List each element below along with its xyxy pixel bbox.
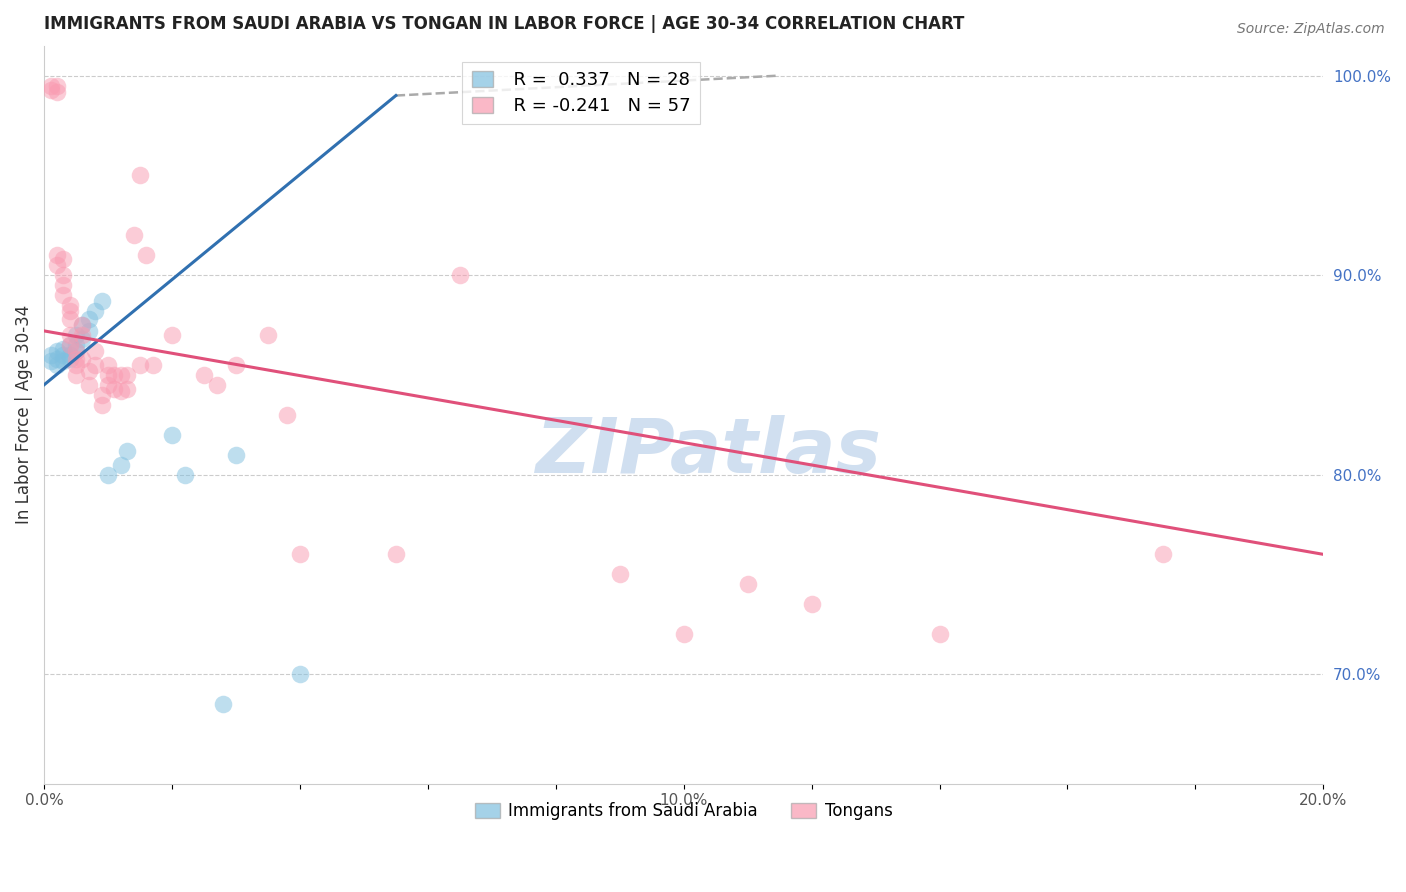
Point [257, 327, 280, 342]
Point [45, 248, 67, 262]
Point [103, 368, 125, 382]
Point [225, 358, 247, 372]
Point [110, 368, 132, 382]
Point [737, 577, 759, 591]
Point [39, 82, 62, 96]
Point [288, 547, 311, 561]
Point [84, 304, 107, 318]
Point [45, 258, 67, 272]
Point [84, 358, 107, 372]
Point [65, 368, 87, 382]
Point [928, 627, 950, 641]
Point [160, 327, 183, 342]
Text: IMMIGRANTS FROM SAUDI ARABIA VS TONGAN IN LABOR FORCE | AGE 30-34 CORRELATION CH: IMMIGRANTS FROM SAUDI ARABIA VS TONGAN I… [44, 15, 965, 33]
Point [97, 377, 120, 392]
Point [193, 368, 215, 382]
Point [72, 318, 94, 332]
Point [72, 327, 94, 342]
Point [90, 398, 112, 412]
Text: Source: ZipAtlas.com: Source: ZipAtlas.com [1237, 22, 1385, 37]
Point [212, 697, 235, 711]
Point [52, 288, 75, 302]
Point [52, 354, 75, 368]
Point [65, 351, 87, 366]
Point [449, 268, 471, 282]
Point [84, 343, 107, 358]
Point [39, 348, 62, 362]
Point [1152, 547, 1174, 561]
Point [45, 78, 67, 93]
Point [97, 467, 120, 482]
Point [142, 358, 165, 372]
Point [52, 342, 75, 356]
Y-axis label: In Labor Force | Age 30-34: In Labor Force | Age 30-34 [15, 305, 32, 524]
Point [72, 351, 94, 366]
Point [59, 348, 82, 362]
Point [39, 78, 62, 93]
Point [77, 324, 100, 338]
Point [609, 567, 631, 582]
Point [59, 312, 82, 326]
Point [117, 382, 139, 396]
Point [160, 427, 183, 442]
Point [52, 348, 75, 362]
Point [65, 343, 87, 358]
Point [65, 358, 87, 372]
Point [90, 293, 112, 308]
Point [129, 169, 152, 183]
Point [110, 384, 132, 398]
Point [59, 298, 82, 312]
Point [77, 364, 100, 378]
Point [39, 354, 62, 368]
Point [59, 338, 82, 352]
Point [72, 332, 94, 346]
Point [800, 597, 823, 611]
Point [72, 318, 94, 332]
Text: ZIPatlas: ZIPatlas [536, 415, 883, 489]
Point [225, 448, 247, 462]
Point [385, 547, 408, 561]
Point [90, 388, 112, 402]
Point [129, 358, 152, 372]
Point [173, 467, 195, 482]
Point [110, 458, 132, 472]
Point [65, 343, 87, 358]
Point [77, 312, 100, 326]
Point [122, 228, 145, 243]
Point [117, 368, 139, 382]
Point [59, 351, 82, 366]
Point [65, 338, 87, 352]
Point [103, 382, 125, 396]
Point [97, 358, 120, 372]
Point [65, 327, 87, 342]
Legend: Immigrants from Saudi Arabia, Tongans: Immigrants from Saudi Arabia, Tongans [468, 796, 898, 827]
Point [59, 338, 82, 352]
Point [52, 252, 75, 266]
Point [135, 248, 157, 262]
Point [59, 327, 82, 342]
Point [117, 443, 139, 458]
Point [52, 268, 75, 282]
Point [45, 343, 67, 358]
Point [672, 627, 695, 641]
Point [59, 304, 82, 318]
Point [45, 85, 67, 99]
Point [97, 368, 120, 382]
Point [205, 377, 228, 392]
Point [276, 408, 298, 422]
Point [45, 358, 67, 372]
Point [288, 667, 311, 681]
Point [45, 351, 67, 366]
Point [52, 278, 75, 293]
Point [77, 377, 100, 392]
